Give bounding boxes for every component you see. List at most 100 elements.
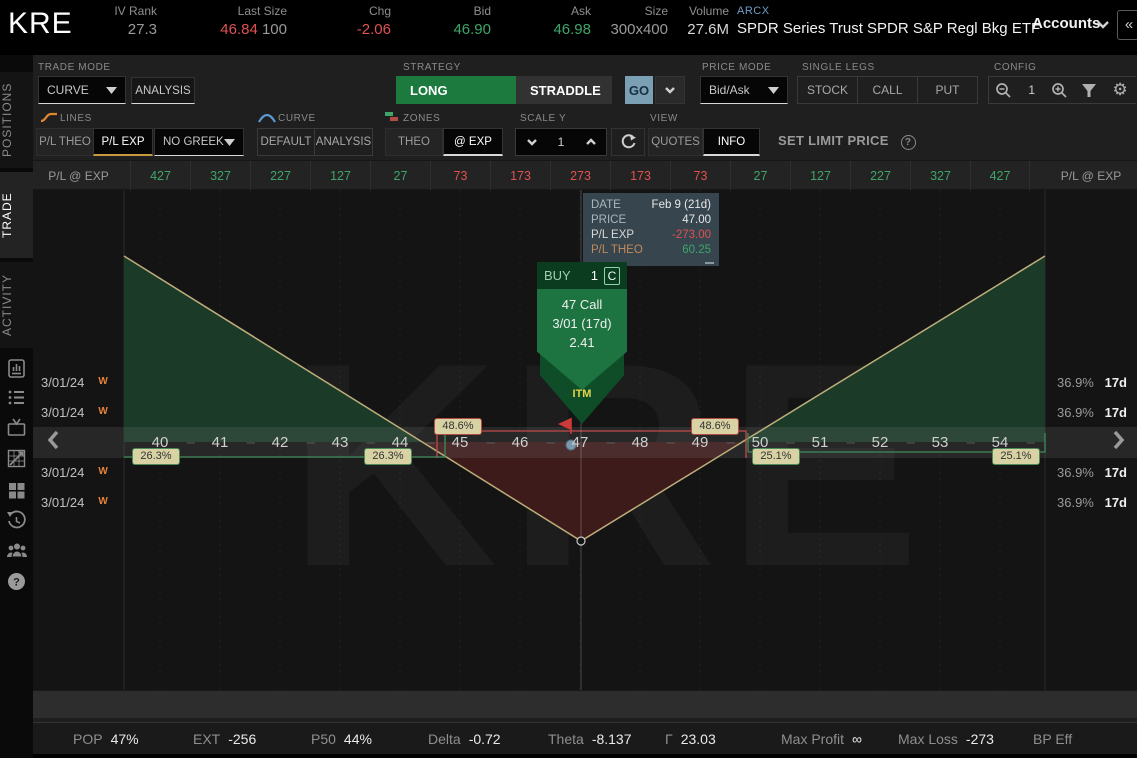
stat-theta: Theta -8.137 (548, 731, 632, 747)
zoom-out-icon[interactable] (989, 77, 1019, 103)
collapse-panel-button[interactable]: « (1117, 10, 1137, 40)
pl-cell: 73 (430, 161, 490, 191)
exchange-label: ARCX (737, 5, 770, 17)
view-info-toggle[interactable]: INFO (703, 128, 760, 156)
iv-dte-row[interactable]: 36.9% 17d (1057, 375, 1127, 390)
pl-cell: 427 (970, 161, 1030, 191)
gear-icon[interactable]: ⚙ (1112, 80, 1128, 99)
symbol-ticker: KRE (8, 7, 73, 40)
tv-icon[interactable] (6, 417, 27, 438)
call-button[interactable]: CALL (858, 77, 918, 103)
expiration-row[interactable]: 3/01/24 W (41, 465, 108, 480)
journal-icon[interactable] (6, 358, 27, 379)
accounts-dropdown[interactable]: Accounts (1032, 15, 1101, 32)
strategy-direction-button[interactable]: LONG (396, 76, 516, 104)
refresh-icon[interactable] (611, 128, 645, 156)
pl-cell: 327 (910, 161, 970, 191)
zones-theo-toggle[interactable]: THEO (385, 128, 443, 156)
stat-max-profit: Max Profit ∞ (781, 731, 862, 747)
trade-mode-dropdown[interactable]: CURVE (38, 76, 126, 104)
pl-cell: 427 (130, 161, 190, 191)
scale-y-label: SCALE Y (520, 113, 567, 124)
leg-type-badge[interactable]: C (604, 266, 620, 285)
config-group: 1 ⚙ (988, 76, 1136, 104)
price-mode-dropdown[interactable]: Bid/Ask (700, 76, 788, 104)
strike-label: 49 (670, 432, 735, 454)
chevron-down-icon (665, 87, 675, 94)
strategy-expand-chevron[interactable] (655, 76, 685, 104)
zoom-in-icon[interactable] (1045, 77, 1075, 103)
max-loss-vertex-handle[interactable] (576, 536, 586, 546)
view-quotes-toggle[interactable]: QUOTES (648, 128, 703, 156)
zones-label: ZONES (403, 113, 441, 124)
stock-button[interactable]: STOCK (798, 77, 858, 103)
pl-cell: 227 (250, 161, 310, 191)
tooltip-minimize-handle[interactable] (705, 262, 714, 264)
horizontal-scrollbar[interactable] (33, 690, 1137, 718)
history-clock-icon[interactable] (6, 510, 27, 531)
call-leg-flag[interactable]: BUY 1 C 47 Call 3/01 (17d) 2.41 ITM (537, 262, 627, 424)
zones-exp-toggle[interactable]: @ EXP (443, 128, 503, 156)
lines-section-icon (40, 112, 58, 123)
strike-label: 45 (430, 432, 495, 454)
stat-gamma: Γ 23.03 (665, 731, 716, 747)
curve-default-button[interactable]: DEFAULT (258, 129, 315, 155)
greek-dropdown[interactable]: NO GREEK (154, 128, 244, 156)
scale-y-value: 1 (557, 135, 565, 149)
moneyness-badge: ITM (572, 388, 592, 400)
leg-quantity[interactable]: 1 (590, 268, 598, 283)
stat-p50: P50 44% (311, 731, 372, 747)
tab-positions[interactable]: POSITIONS (0, 72, 33, 168)
svg-text:?: ? (13, 577, 20, 589)
pl-cell: 73 (670, 161, 730, 191)
pl-cell: 173 (490, 161, 550, 191)
iv-dte-row[interactable]: 36.9% 17d (1057, 495, 1127, 510)
scroll-right-chevron[interactable] (1111, 429, 1127, 451)
price-mode-label: PRICE MODE (702, 62, 772, 73)
put-button[interactable]: PUT (935, 83, 960, 97)
leg-side: BUY (544, 268, 571, 283)
apps-grid-icon[interactable] (6, 480, 27, 501)
chart-grid-icon[interactable] (6, 448, 27, 469)
strike-label: 43 (310, 432, 375, 454)
scale-down-chevron[interactable] (516, 129, 547, 155)
pl-exp-toggle[interactable]: P/L EXP (93, 128, 153, 156)
iv-dte-row[interactable]: 36.9% 17d (1057, 405, 1127, 420)
prob-badge: 25.1% (752, 448, 800, 465)
expiration-row[interactable]: 3/01/24 W (41, 495, 108, 510)
curve-analysis-button[interactable]: ANALYSIS (315, 136, 372, 148)
iv-dte-row[interactable]: 36.9% 17d (1057, 465, 1127, 480)
scroll-left-chevron[interactable] (45, 429, 61, 451)
scale-up-chevron[interactable] (575, 129, 606, 155)
community-people-icon[interactable] (6, 540, 27, 561)
analysis-toggle-button[interactable]: ANALYSIS (131, 77, 195, 104)
pl-theo-toggle[interactable]: P/L THEO (36, 128, 93, 156)
go-button[interactable]: GO (625, 76, 653, 104)
watchlist-icon[interactable] (6, 387, 27, 408)
tab-trade[interactable]: TRADE (0, 172, 33, 258)
pl-curve-chart[interactable]: KRE (33, 190, 1137, 690)
leg-strike: 47 Call (561, 297, 603, 312)
curve-section-icon (258, 112, 276, 123)
pl-axis-label-left: P/L @ EXP (48, 169, 109, 183)
expiration-row[interactable]: 3/01/24 W (41, 405, 108, 420)
expiration-row[interactable]: 3/01/24 W (41, 375, 108, 390)
tab-activity[interactable]: ACTIVITY (0, 262, 33, 348)
field-size: Size 300x400 (610, 4, 668, 38)
strategy-type-button[interactable]: STRADDLE (516, 76, 612, 104)
underlying-name: SPDR Series Trust SPDR S&P Regl Bkg ETF (737, 20, 1041, 37)
filter-icon[interactable] (1074, 77, 1104, 103)
bottom-strip (0, 754, 1137, 758)
strike-label: 46 (490, 432, 555, 454)
zoom-level-value: 1 (1028, 83, 1036, 97)
chevron-down-icon (106, 86, 117, 94)
pl-cell: 273 (550, 161, 610, 191)
help-circle-icon[interactable]: ? (900, 135, 916, 150)
accounts-chevron-down-icon[interactable] (1096, 20, 1110, 29)
stat-pop: POP 47% (73, 731, 139, 747)
set-limit-price-button[interactable]: SET LIMIT PRICE ? (778, 133, 916, 150)
help-icon[interactable]: ? (6, 571, 27, 592)
strike-label: 48 (610, 432, 675, 454)
config-label: CONFIG (994, 62, 1037, 73)
